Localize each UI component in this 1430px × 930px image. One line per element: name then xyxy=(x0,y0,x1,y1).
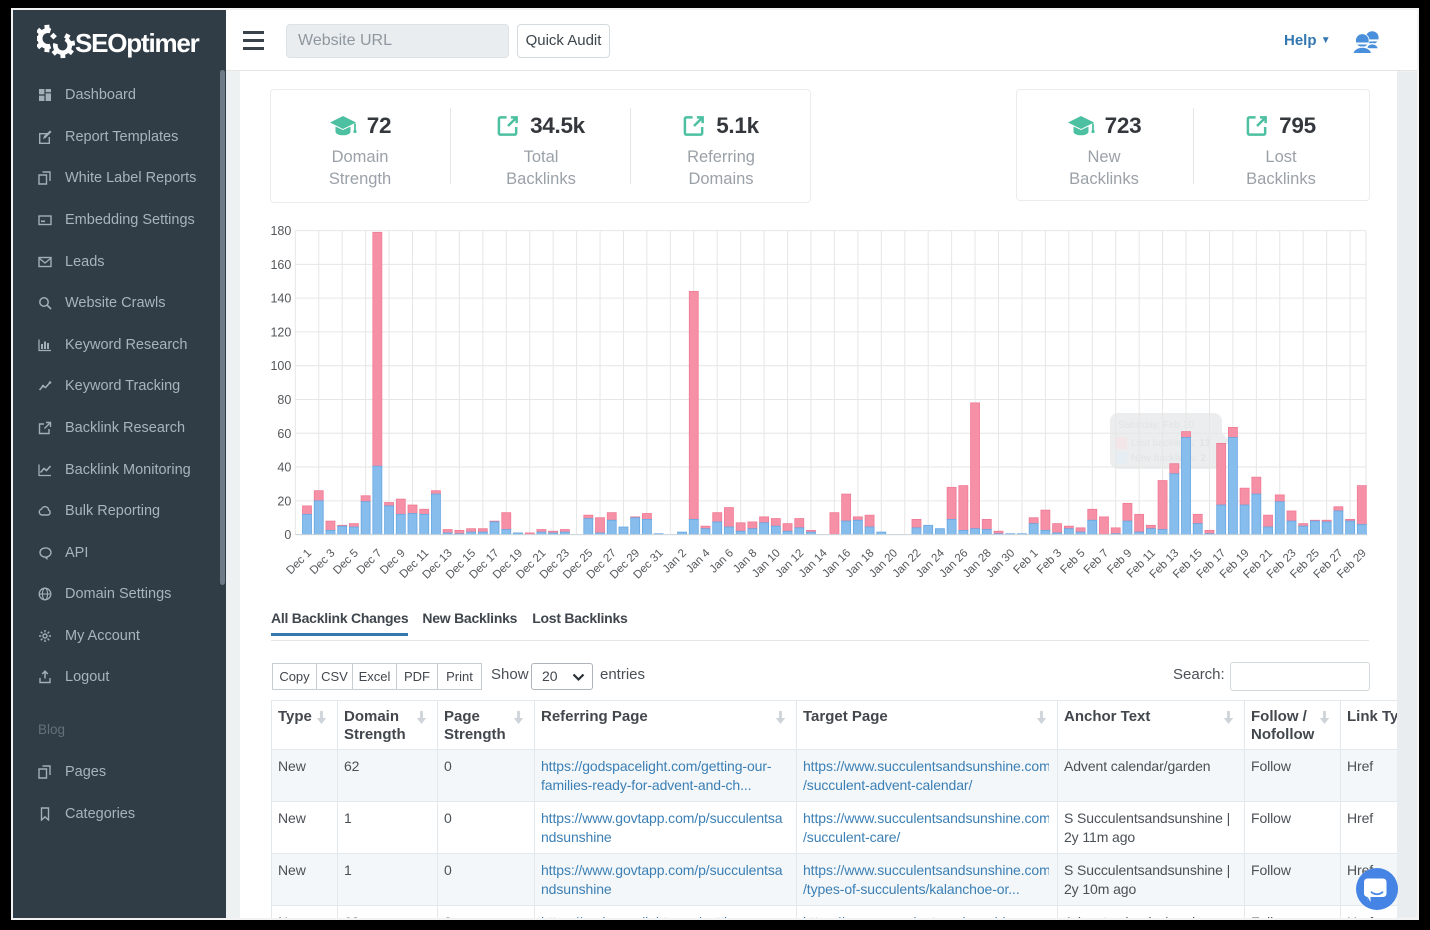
svg-text:20: 20 xyxy=(277,494,291,508)
svg-text:Dec 3: Dec 3 xyxy=(308,547,338,577)
svg-text:Feb 3: Feb 3 xyxy=(1035,547,1064,576)
svg-text:40: 40 xyxy=(277,461,291,475)
svg-text:Feb 5: Feb 5 xyxy=(1058,547,1087,576)
svg-text:80: 80 xyxy=(277,393,291,407)
svg-text:120: 120 xyxy=(270,325,291,339)
svg-text:60: 60 xyxy=(277,427,291,441)
svg-text:Jan 6: Jan 6 xyxy=(708,547,736,575)
svg-text:Feb 1: Feb 1 xyxy=(1011,547,1040,576)
svg-text:140: 140 xyxy=(270,292,291,306)
svg-text:Dec 5: Dec 5 xyxy=(331,547,361,577)
svg-text:160: 160 xyxy=(270,258,291,272)
svg-text:Dec 1: Dec 1 xyxy=(284,547,314,577)
svg-text:Jan 4: Jan 4 xyxy=(684,547,713,576)
svg-text:Dec 7: Dec 7 xyxy=(355,547,385,577)
svg-text:180: 180 xyxy=(270,224,291,238)
svg-text:100: 100 xyxy=(270,359,291,373)
svg-text:0: 0 xyxy=(284,528,291,542)
svg-text:Jan 2: Jan 2 xyxy=(661,547,689,575)
svg-text:Feb 7: Feb 7 xyxy=(1082,547,1111,576)
